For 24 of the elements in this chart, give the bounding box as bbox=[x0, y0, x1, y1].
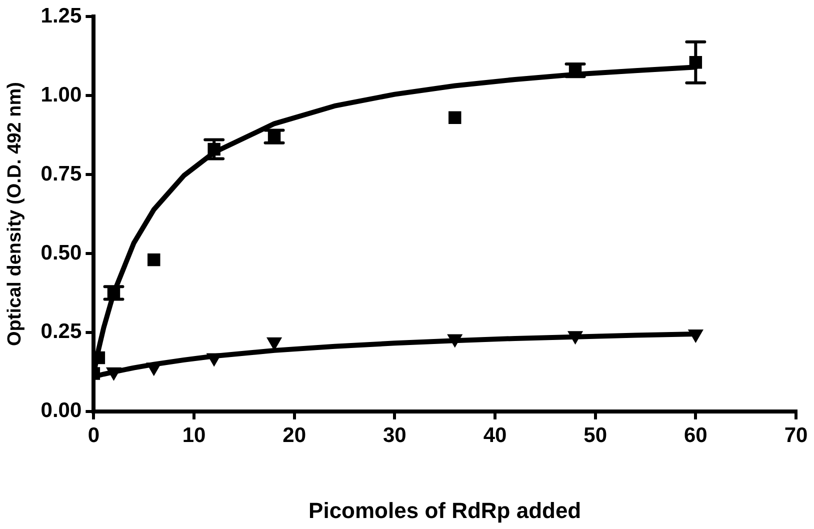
point bbox=[148, 253, 160, 266]
y-tick-label: 1.25 bbox=[40, 4, 82, 28]
x-tick-label: 60 bbox=[684, 424, 708, 447]
point bbox=[688, 330, 704, 344]
point bbox=[448, 111, 462, 124]
x-tick-label: 0 bbox=[88, 424, 100, 447]
y-tick-label: 0.25 bbox=[40, 320, 82, 344]
point bbox=[206, 353, 222, 367]
y-tick-label: 0.00 bbox=[40, 399, 82, 422]
y-tick-label: 0.75 bbox=[40, 162, 82, 186]
point bbox=[106, 367, 122, 381]
x-axis-title: Picomoles of RdRp added bbox=[308, 498, 582, 523]
point bbox=[447, 334, 463, 348]
y-axis-title: Optical density (O.D. 492 nm) bbox=[4, 82, 26, 346]
x-tick-label: 20 bbox=[282, 424, 306, 447]
x-tick-label: 40 bbox=[483, 424, 507, 447]
point bbox=[567, 331, 584, 345]
point bbox=[146, 362, 162, 376]
x-tick-label: 50 bbox=[584, 424, 608, 447]
x-tick-label: 30 bbox=[382, 424, 406, 447]
x-tick-label: 70 bbox=[784, 424, 808, 447]
x-tick-label: 10 bbox=[182, 424, 206, 447]
y-tick-label: 0.50 bbox=[40, 241, 82, 264]
y-tick-label: 1.00 bbox=[40, 83, 82, 106]
